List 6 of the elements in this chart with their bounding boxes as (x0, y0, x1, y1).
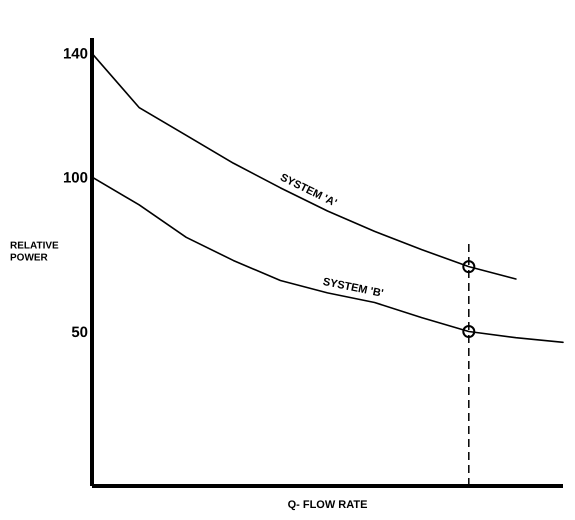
y-tick-label: 140 (62, 46, 88, 63)
y-tick-label: 100 (62, 169, 88, 186)
y-axis-title: RELATIVE POWER (10, 240, 60, 264)
y-tick-label: 50 (71, 324, 88, 341)
text: SYSTEM 'B' (322, 276, 385, 300)
x-axis-title: Q- FLOW RATE (288, 499, 368, 511)
